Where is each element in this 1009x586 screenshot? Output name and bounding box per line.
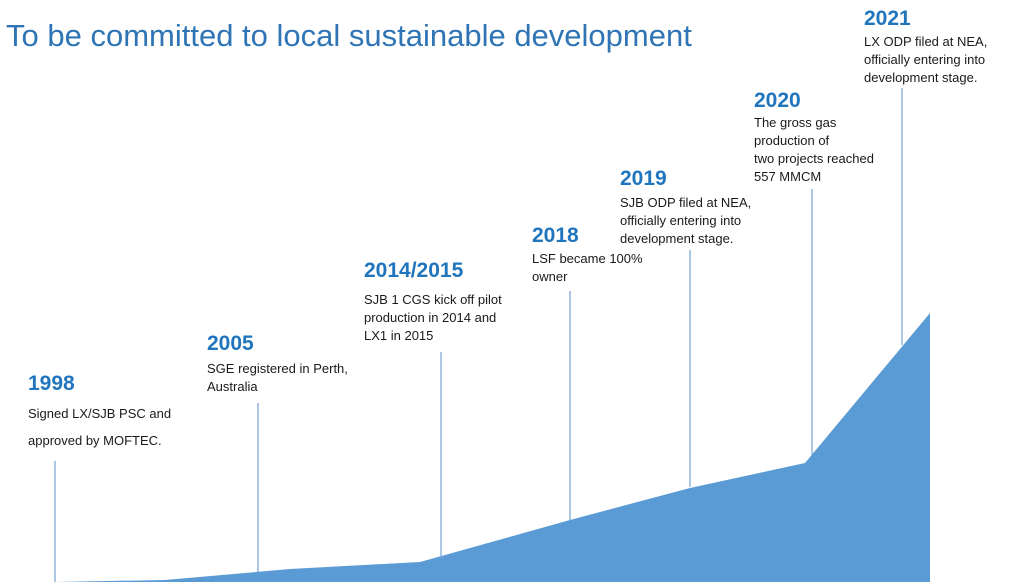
milestone-text-line: The gross gas <box>754 115 837 130</box>
milestone-year: 2005 <box>207 332 254 355</box>
milestone-description: Signed LX/SJB PSC and approved by MOFTEC… <box>28 400 171 454</box>
milestone-year: 2021 <box>864 7 911 30</box>
milestone-2020: 2020 The gross gas production of two pro… <box>754 89 874 186</box>
milestone-description: SGE registered in Perth, Australia <box>207 360 348 396</box>
milestone-year: 2018 <box>532 224 579 247</box>
milestone-description: LSF became 100% owner <box>532 250 643 286</box>
milestone-description: SJB ODP filed at NEA, officially enterin… <box>620 194 751 248</box>
milestone-text-line: two projects reached <box>754 151 874 166</box>
milestone-2018: 2018 LSF became 100% owner <box>532 224 643 286</box>
milestone-description: LX ODP filed at NEA, officially entering… <box>864 33 987 87</box>
milestone-description: SJB 1 CGS kick off pilot production in 2… <box>364 291 502 345</box>
milestone-text-line: Signed LX/SJB PSC and <box>28 406 172 421</box>
page-title: To be committed to local sustainable dev… <box>6 18 692 53</box>
milestone-text-line: SJB ODP filed at NEA, <box>620 195 752 210</box>
milestone-year: 2014/2015 <box>364 259 464 282</box>
milestone-text-line: 557 MMCM <box>754 169 822 184</box>
milestone-text-line: development stage. <box>620 231 734 246</box>
milestone-description: The gross gas production of two projects… <box>754 114 874 186</box>
milestone-year: 1998 <box>28 372 75 395</box>
milestone-text-line: LSF became 100% <box>532 251 643 266</box>
milestone-text-line: production of <box>754 133 830 148</box>
milestone-text-line: SJB 1 CGS kick off pilot <box>364 292 502 307</box>
milestone-text-line: Australia <box>207 379 258 394</box>
milestone-text-line: production in 2014 and <box>364 310 497 325</box>
milestone-text-line: approved by MOFTEC. <box>28 433 162 448</box>
milestone-text-line: officially entering into <box>620 213 742 228</box>
milestone-text-line: LX ODP filed at NEA, <box>864 34 988 49</box>
milestone-1998: 1998 Signed LX/SJB PSC and approved by M… <box>28 372 171 454</box>
milestone-2021: 2021 LX ODP filed at NEA, officially ent… <box>864 7 987 87</box>
milestone-text-line: officially entering into <box>864 52 986 67</box>
milestone-text-line: LX1 in 2015 <box>364 328 434 343</box>
milestone-year: 2020 <box>754 89 801 112</box>
milestone-text-line: development stage. <box>864 70 978 85</box>
milestone-2005: 2005 SGE registered in Perth, Australia <box>207 332 348 396</box>
milestone-2019: 2019 SJB ODP filed at NEA, officially en… <box>620 167 751 248</box>
milestone-year: 2019 <box>620 167 667 190</box>
milestone-text-line: SGE registered in Perth, <box>207 361 348 376</box>
milestone-2014-2015: 2014/2015 SJB 1 CGS kick off pilot produ… <box>364 259 502 345</box>
milestone-text-line: owner <box>532 269 568 284</box>
growth-area <box>55 313 930 582</box>
